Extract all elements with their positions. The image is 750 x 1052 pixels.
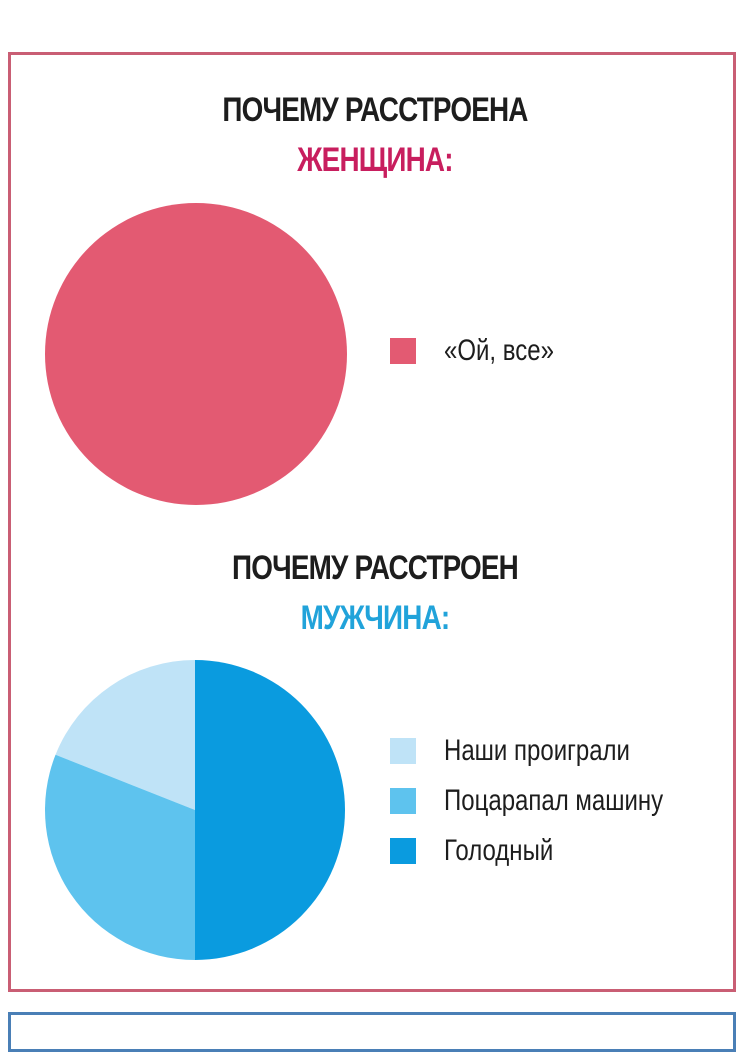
chart2-legend-swatch [390,838,416,864]
chart2-legend-swatch [390,788,416,814]
chart1-legend-item: «Ой, все» [390,326,581,376]
chart2-pie [44,660,345,960]
next-panel-frame [8,1012,736,1052]
chart2-legend: Наши проиграли Поцарапал машину Голодный [390,726,718,876]
chart2-legend-item: Наши проиграли [390,726,718,776]
chart2-legend-label: Голодный [444,834,554,867]
chart2-title-line1: ПОЧЕМУ РАССТРОЕН [232,549,519,587]
chart2-legend-item: Голодный [390,826,718,876]
chart1-title-line1: ПОЧЕМУ РАССТРОЕНА [222,91,528,129]
chart1-pie [45,203,347,505]
chart1-legend-swatch [390,338,416,364]
chart1-legend-label: «Ой, все» [444,334,554,367]
chart2-legend-label: Поцарапал машину [444,784,664,817]
chart2-legend-swatch [390,738,416,764]
pie-slice [195,660,345,960]
chart2-legend-item: Поцарапал машину [390,776,718,826]
pie-slice [45,203,347,505]
chart2-legend-label: Наши проиграли [444,734,630,767]
pie-slice [55,660,196,810]
chart1-legend: «Ой, все» [390,326,581,376]
chart1-title-line2: ЖЕНЩИНА: [297,141,453,179]
chart2-title-line2: МУЖЧИНА: [300,599,451,637]
pie-slice [44,754,196,960]
